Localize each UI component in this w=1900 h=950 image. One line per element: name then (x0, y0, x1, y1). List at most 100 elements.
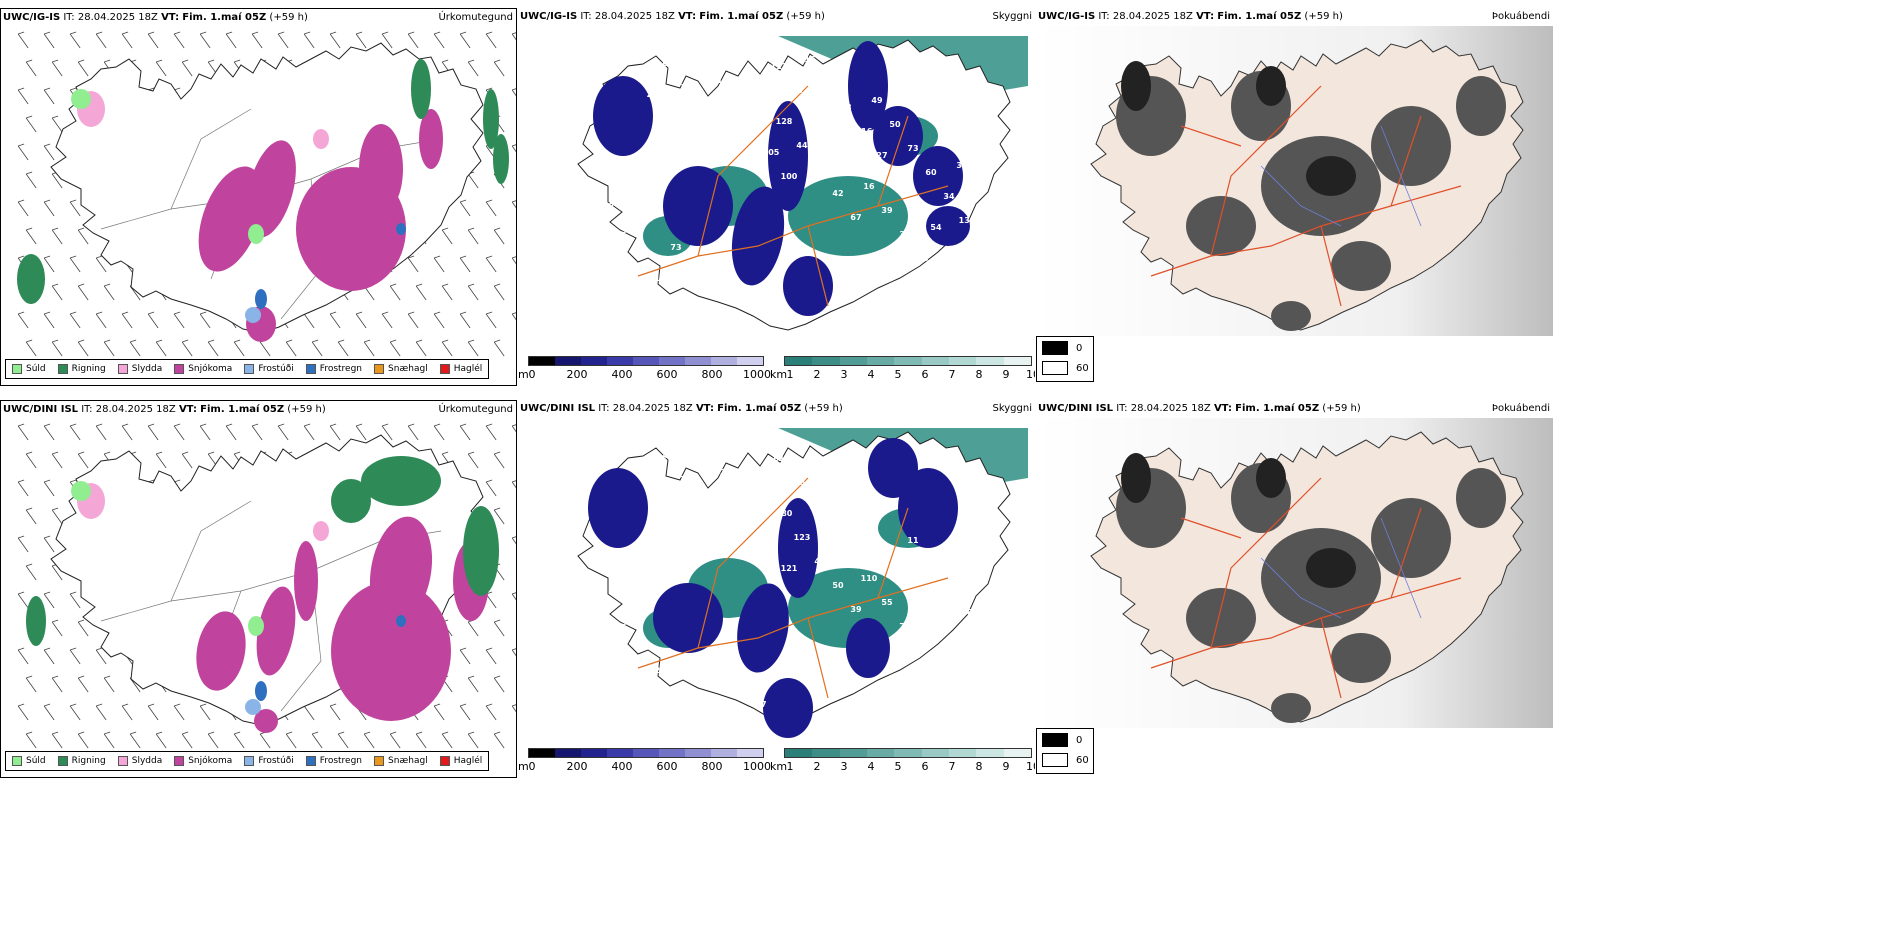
legend-item: Frostúði (244, 756, 294, 766)
cloud-base-label: 105 (789, 478, 806, 487)
snowfall-area (369, 516, 433, 626)
cloud-base-label: 74 (675, 690, 687, 699)
visibility-tick: 6 (921, 368, 929, 381)
panel-variable-name: Skyggni (992, 403, 1032, 414)
altitude-unit: m (518, 760, 529, 773)
visibility-tick: 3 (840, 368, 848, 381)
fog-index-area (1456, 468, 1506, 528)
valid-time: Fim. 1.maí 05Z (200, 404, 285, 415)
wind-barb (199, 31, 211, 49)
wind-barb (17, 647, 29, 665)
precip-type-panel: UWC/IG-IS IT: 28.04.2025 18Z VT: Fim. 1.… (0, 8, 517, 386)
altitude-tick: 400 (611, 760, 633, 773)
wind-barb (43, 199, 55, 217)
sleet-area (313, 129, 329, 149)
valid-label: VT: (161, 12, 180, 23)
legend-swatch (1042, 341, 1068, 355)
cloud-base-label: 55 (966, 663, 978, 672)
cloud-base-label: 98 (791, 86, 803, 95)
legend-swatch (12, 756, 22, 766)
visibility-tick: 5 (894, 760, 902, 773)
visibility-tick: 9 (1002, 368, 1010, 381)
wind-barb (329, 423, 341, 441)
rain-area (26, 596, 46, 646)
legend-item: Snæhagl (374, 756, 428, 766)
cloud-base-label: 59 (912, 591, 924, 600)
visibility-tick: 4 (867, 368, 875, 381)
legend-label: Frostúði (258, 756, 294, 766)
drizzle-area (248, 224, 264, 244)
wind-barb (225, 423, 237, 441)
wind-barb (511, 536, 516, 545)
wind-barb (43, 591, 55, 609)
rain-area (483, 89, 499, 149)
wind-barb (103, 283, 115, 301)
legend-label: Súld (26, 364, 46, 374)
visibility-tick: 8 (975, 760, 983, 773)
cloud-base-label: 57 (917, 646, 928, 655)
wind-barb (459, 703, 471, 721)
wind-barb (51, 339, 63, 357)
wind-barb (285, 731, 297, 749)
wind-barb (225, 31, 237, 49)
wind-barb (147, 311, 159, 329)
low-visibility-area (788, 176, 908, 256)
wind-barb (155, 339, 167, 357)
iceland-map (17, 423, 516, 749)
visibility-unit: km (770, 368, 788, 381)
wind-barb (51, 675, 63, 693)
cloud-base-label: 131 (647, 482, 664, 491)
road-network (1150, 85, 1462, 307)
panel-title: UWC/DINI ISL IT: 28.04.2025 18Z VT: Fim.… (520, 403, 843, 414)
valid-label: VT: (678, 11, 697, 22)
cloud-base-label: 112 (771, 62, 788, 71)
cloud-base-label: 48 (698, 499, 710, 508)
wind-barb (43, 255, 55, 273)
cloud-base-label: 39 (881, 206, 893, 215)
cloud-base-label: 110 (861, 574, 878, 583)
legend-item: Haglél (439, 364, 483, 374)
wind-barb (363, 339, 375, 357)
panel-variable-name: Þokuábendi (1491, 403, 1550, 414)
init-label: IT: (580, 11, 592, 22)
altitude-tick: 400 (611, 368, 633, 381)
cloud-base-label: 237 (655, 666, 672, 675)
legend-item: Haglél (439, 756, 482, 766)
legend-label: 0 (1076, 734, 1083, 746)
cloud-base-label: 126 (758, 485, 775, 494)
cloud-base-label: 32 (984, 687, 995, 696)
legend-swatch (1042, 733, 1068, 747)
cloud-base-label: 72 (747, 516, 758, 525)
fog-index-legend: 0 60 (1036, 728, 1094, 774)
fog-index-panel: UWC/DINI ISL IT: 28.04.2025 18Z VT: Fim.… (1036, 400, 1553, 778)
cloud-base-label: 128 (776, 117, 793, 126)
visibility-colorbar: km1 2 3 4 5 6 7 8 9 10 (770, 748, 1035, 778)
cloud-base-label: 100 (781, 172, 798, 181)
visibility-scale (784, 356, 1032, 366)
panel-variable-name: Úrkomutegund (438, 404, 513, 415)
legend-label: Haglél (453, 364, 483, 374)
legend-label: 0 (1076, 342, 1083, 354)
altitude-tick: 200 (566, 368, 588, 381)
panel-title: UWC/DINI ISL IT: 28.04.2025 18Z VT: Fim.… (1038, 403, 1361, 414)
low-cloud-area (737, 583, 789, 673)
wind-barb (43, 311, 55, 329)
cloud-base-label: 183 (580, 49, 597, 58)
cloud-base-label: 119 (580, 441, 597, 450)
wind-barb (77, 339, 89, 357)
cloud-base-label: 73 (670, 243, 681, 252)
cloud-base-label: 46 (984, 295, 996, 304)
wind-barb (511, 424, 516, 433)
cloud-base-label: 81 (706, 291, 718, 300)
cloud-base-label: 36 (899, 230, 911, 239)
low-cloud-area (846, 618, 890, 678)
valid-time: Fim. 1.maí 05Z (699, 11, 784, 22)
wind-barb (485, 423, 497, 441)
cloud-base-label: 123 (794, 533, 811, 542)
altitude-colorbar: m 0 200 400 600 800 1000 (518, 748, 771, 778)
wind-barb (51, 507, 63, 525)
freezing-rain-area (255, 289, 267, 309)
init-label: IT: (1116, 403, 1128, 414)
wind-barb (415, 283, 427, 301)
cloud-base-label: 33 (809, 110, 820, 119)
